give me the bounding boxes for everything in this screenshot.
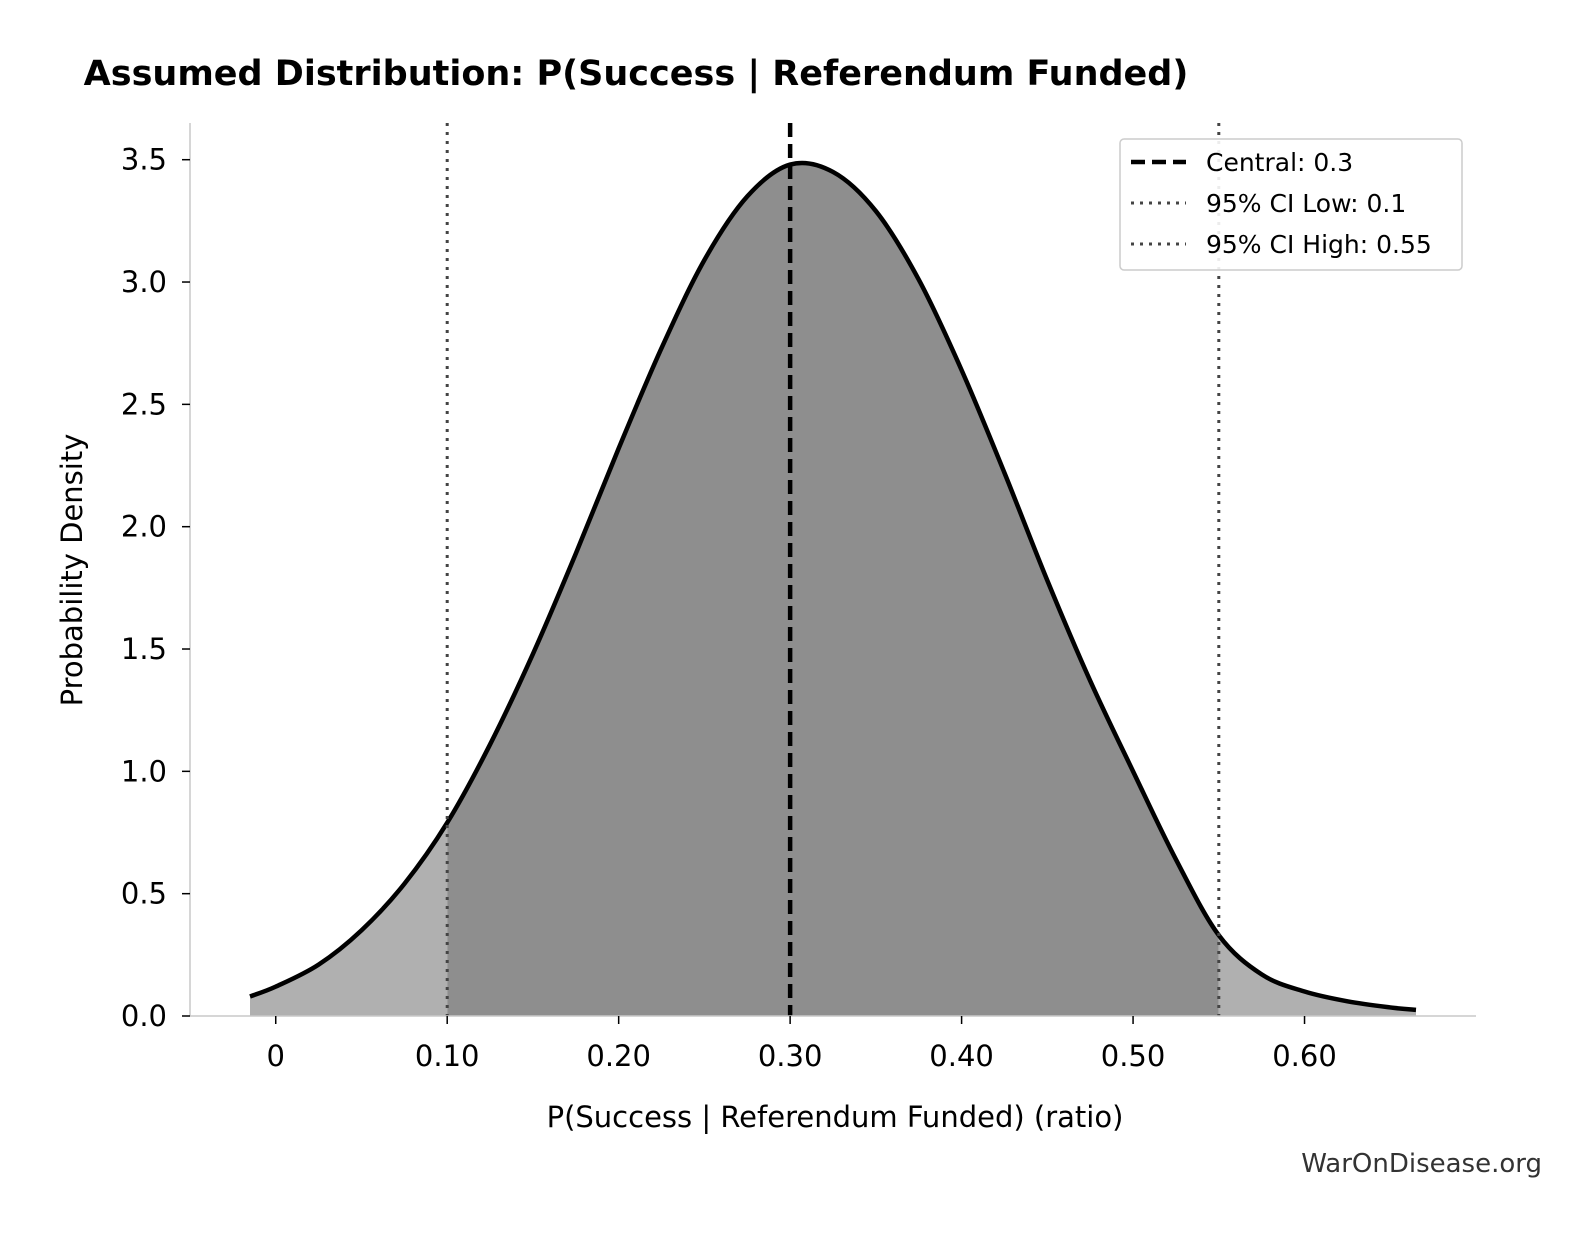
shaded-region-0 <box>250 822 448 1016</box>
x-tick-label: 0.40 <box>929 1039 994 1073</box>
legend: Central: 0.3 95% CI Low: 0.1 95% CI High: … <box>1119 138 1463 271</box>
x-tick-label: 0.60 <box>1272 1039 1337 1073</box>
legend-label-1: 95% CI Low: 0.1 <box>1206 189 1406 218</box>
y-tick-label: 1.0 <box>121 754 167 788</box>
y-tick-label: 0.5 <box>121 877 167 911</box>
x-tick-label: 0.20 <box>586 1039 651 1073</box>
legend-box <box>1119 138 1463 271</box>
legend-label-0: Central: 0.3 <box>1206 148 1353 177</box>
chart-title: Assumed Distribution: P(Success | Refere… <box>84 54 1189 94</box>
legend-entries: Central: 0.3 95% CI Low: 0.1 95% CI High: … <box>1131 148 1432 259</box>
shaded-region-2 <box>1218 935 1416 1016</box>
y-tick-label: 3.5 <box>121 143 167 177</box>
reference-lines <box>445 123 1221 1016</box>
density-curve <box>249 160 1417 1013</box>
x-tick-label: 0 <box>267 1039 285 1073</box>
x-axis-ticks: 0 0.10 0.20 0.30 0.40 0.50 0.60 <box>267 1016 1337 1073</box>
y-tick-label: 1.5 <box>121 632 167 666</box>
y-tick-label: 2.0 <box>121 510 167 544</box>
y-tick-label: 3.0 <box>121 265 167 299</box>
watermark: WarOnDisease.org <box>1301 1149 1542 1179</box>
x-tick-label: 0.10 <box>415 1039 480 1073</box>
y-axis-ticks: 0.0 0.5 1.0 1.5 2.0 2.5 3.0 3.5 <box>121 143 190 1033</box>
shaded-region-1 <box>447 162 1219 1017</box>
y-tick-label: 0.0 <box>121 999 167 1033</box>
x-tick-label: 0.30 <box>758 1039 823 1073</box>
shaded-areas <box>250 162 1416 1017</box>
y-tick-label: 2.5 <box>121 387 167 421</box>
x-tick-label: 0.50 <box>1101 1039 1166 1073</box>
density-curve-group <box>249 160 1417 1013</box>
x-axis-label: P(Success | Referendum Funded) (ratio) <box>547 1100 1124 1134</box>
legend-label-2: 95% CI High: 0.55 <box>1206 230 1432 259</box>
y-axis-label: Probability Density <box>55 434 89 707</box>
